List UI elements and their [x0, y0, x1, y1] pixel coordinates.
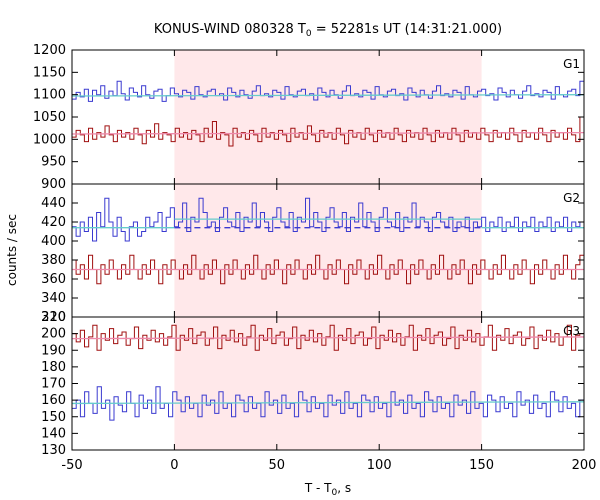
panel-g2: 320 340 360 380 400 420 440 G2 [41, 183, 585, 325]
y-tick-label: 380 [41, 253, 66, 268]
x-tick-label: 100 [367, 458, 392, 473]
x-tick-label: 150 [469, 458, 494, 473]
g2-series-1-histogram [72, 197, 584, 242]
chart-title: KONUS-WIND 080328 T0 = 52281s UT (14:31:… [154, 22, 502, 39]
g2-series-2-histogram [72, 254, 584, 285]
shaded-interval [174, 184, 482, 317]
panel-label: G2 [563, 191, 580, 205]
g3-series-1-background-1 [72, 336, 584, 340]
y-tick-label: 130 [41, 443, 66, 458]
y-axis-label: counts / sec [5, 214, 19, 286]
y-tick-label: 950 [41, 155, 66, 170]
y-tick-label: 200 [41, 327, 66, 342]
g3-series-2-histogram [72, 386, 584, 421]
y-tick-label: 1100 [33, 88, 66, 103]
g1-series-2-background-1 [72, 131, 584, 135]
panel-label: G3 [563, 324, 580, 338]
y-tick-label: 210 [41, 310, 66, 325]
y-tick-label: 150 [41, 410, 66, 425]
panel-label: G1 [563, 57, 580, 71]
g1-series-1-histogram [72, 80, 584, 102]
x-tick-label: -50 [61, 458, 82, 473]
y-tick-label: 360 [41, 272, 66, 287]
y-tick-label: 900 [41, 177, 66, 192]
y-tick-label: 1000 [33, 132, 66, 147]
y-tick-label: 160 [41, 393, 66, 408]
y-tick-label: 340 [41, 291, 66, 306]
y-tick-label: 1050 [33, 110, 66, 125]
y-tick-label: 320 [41, 310, 66, 325]
x-tick-label: 50 [269, 458, 286, 473]
y-tick-label: 170 [41, 377, 66, 392]
panel-g1: 900 950 1000 1050 1100 1150 1200 G1 [33, 43, 585, 192]
shaded-interval [174, 50, 482, 184]
y-tick-label: 440 [41, 196, 66, 211]
y-tick-label: 400 [41, 234, 66, 249]
g1-series-2-histogram [72, 116, 584, 147]
y-tick-label: 1150 [33, 65, 66, 80]
y-tick-label: 140 [41, 426, 66, 441]
y-tick-label: 420 [41, 215, 66, 230]
x-tick-label: 0 [170, 458, 178, 473]
g1-series-1-background-1 [72, 94, 584, 97]
g3-series-2-background-1 [72, 401, 584, 405]
y-tick-label: 180 [41, 360, 66, 375]
x-axis-label: T - T0, s [304, 481, 351, 498]
y-tick-label: 1200 [33, 43, 66, 58]
y-tick-label: 190 [41, 343, 66, 358]
g3-series-1-histogram [72, 324, 584, 351]
x-tick-label: 200 [572, 458, 597, 473]
